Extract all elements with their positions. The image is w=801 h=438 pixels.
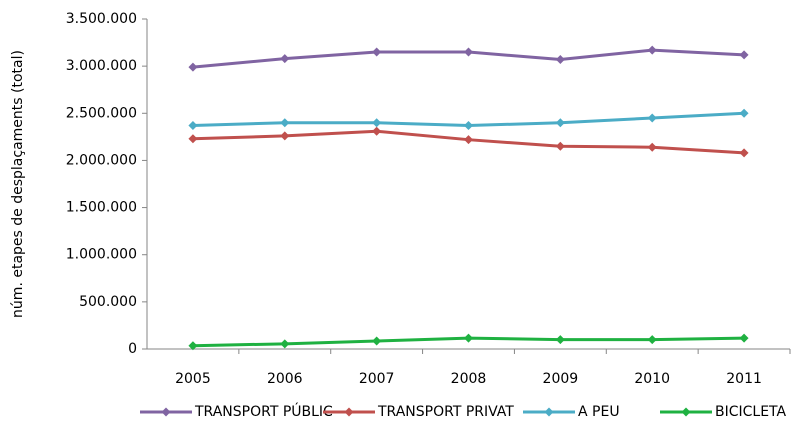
point-marker xyxy=(280,54,290,64)
point-marker xyxy=(739,50,749,60)
point-marker xyxy=(188,134,198,144)
y-tick-label: 2.500.000 xyxy=(66,105,137,121)
x-tick-label: 2011 xyxy=(726,371,762,387)
y-tick-label: 3.000.000 xyxy=(66,58,137,74)
point-marker xyxy=(647,335,657,345)
point-marker xyxy=(372,126,382,136)
point-marker xyxy=(647,142,657,152)
x-tick-label: 2007 xyxy=(359,371,395,387)
point-marker xyxy=(555,55,565,65)
point-marker xyxy=(188,121,198,131)
x-tick-label: 2010 xyxy=(634,371,670,387)
y-tick-label: 1.000.000 xyxy=(66,247,137,263)
point-marker xyxy=(555,118,565,128)
legend-marker xyxy=(544,407,554,417)
x-tick-label: 2008 xyxy=(451,371,487,387)
y-tick-label: 1.500.000 xyxy=(66,200,137,216)
y-tick-label: 500.000 xyxy=(79,294,137,310)
point-marker xyxy=(280,118,290,128)
y-tick-label: 3.500.000 xyxy=(66,11,137,27)
point-marker xyxy=(647,113,657,123)
point-marker xyxy=(188,341,198,351)
legend-label: BICICLETA xyxy=(715,404,787,420)
point-marker xyxy=(555,335,565,345)
legend-marker xyxy=(161,407,171,417)
point-marker xyxy=(739,148,749,158)
y-tick-label: 2.000.000 xyxy=(66,152,137,168)
point-marker xyxy=(464,121,473,131)
point-marker xyxy=(555,141,565,151)
point-marker xyxy=(464,333,473,343)
point-marker xyxy=(280,339,290,349)
point-marker xyxy=(372,336,382,346)
y-tick-label: 0 xyxy=(128,341,137,357)
legend-label: TRANSPORT PÚBLIC xyxy=(194,402,333,420)
point-marker xyxy=(188,62,198,72)
x-tick-label: 2006 xyxy=(267,371,303,387)
point-marker xyxy=(647,45,657,55)
point-marker xyxy=(464,135,473,145)
x-tick-label: 2005 xyxy=(175,371,211,387)
x-tick-label: 2009 xyxy=(543,371,579,387)
legend-label: TRANSPORT PRIVAT xyxy=(377,404,514,420)
legend-marker xyxy=(344,407,354,417)
point-marker xyxy=(372,118,382,128)
point-marker xyxy=(372,47,382,57)
y-axis-label: núm. etapes de desplaçaments (total) xyxy=(10,50,26,318)
point-marker xyxy=(280,131,290,141)
point-marker xyxy=(464,47,473,57)
point-marker xyxy=(739,108,749,118)
point-marker xyxy=(739,333,749,343)
legend-label: A PEU xyxy=(578,404,620,420)
legend-marker xyxy=(681,407,691,417)
